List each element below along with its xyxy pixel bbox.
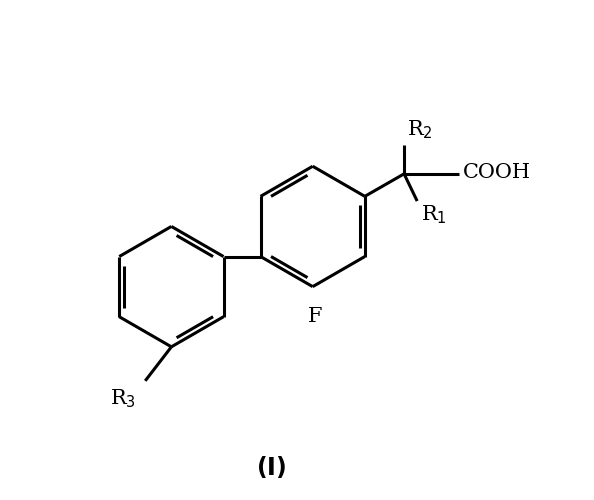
- Text: F: F: [308, 306, 323, 326]
- Text: R$_1$: R$_1$: [421, 204, 447, 227]
- Text: R$_2$: R$_2$: [407, 118, 432, 141]
- Text: $\mathbf{(I)}$: $\mathbf{(I)}$: [255, 454, 286, 480]
- Text: R$_3$: R$_3$: [110, 387, 136, 409]
- Text: COOH: COOH: [463, 164, 530, 182]
